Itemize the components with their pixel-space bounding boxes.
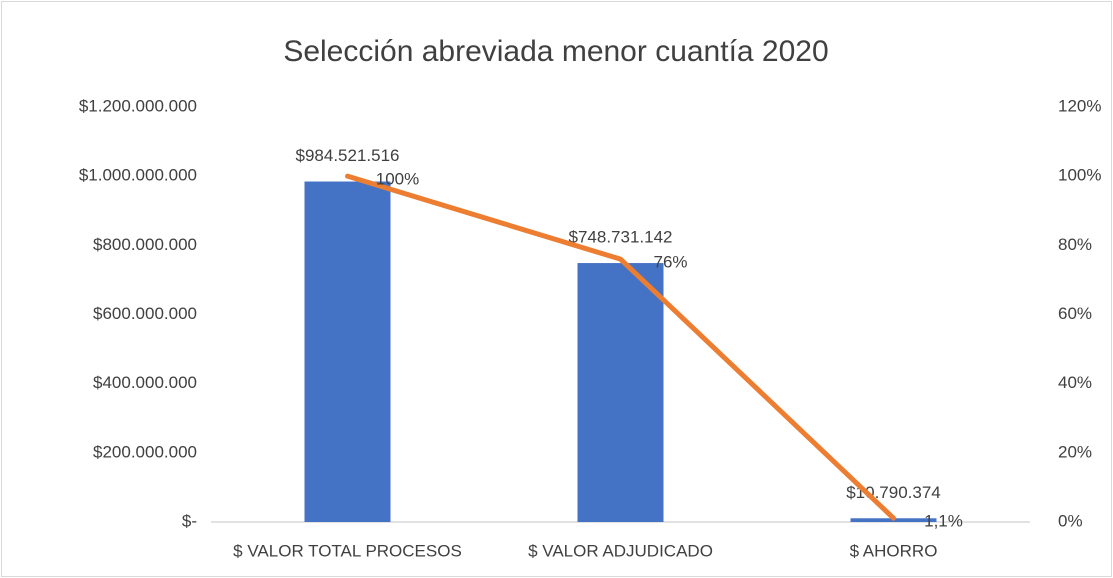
y-tick-label: $- <box>182 511 197 530</box>
chart-title: Selección abreviada menor cuantía 2020 <box>283 35 828 68</box>
y2-tick-label: 0% <box>1058 511 1083 530</box>
y2-tick-label: 100% <box>1058 166 1101 185</box>
bar <box>577 263 664 522</box>
bar <box>304 181 391 522</box>
data-label: 76% <box>653 253 687 272</box>
data-label: $984.521.516 <box>296 146 400 165</box>
y2-tick-label: 80% <box>1058 235 1092 254</box>
line <box>345 173 896 521</box>
data-label: 100% <box>376 170 419 189</box>
data-label: 1,1% <box>924 512 963 531</box>
y-tick-label: $400.000.000 <box>93 373 197 392</box>
y-tick-label: $200.000.000 <box>93 442 197 461</box>
y-tick-label: $800.000.000 <box>93 235 197 254</box>
x-tick-label: $ AHORRO <box>850 541 938 560</box>
y2-tick-label: 20% <box>1058 442 1092 461</box>
y2-tick-label: 120% <box>1058 96 1101 115</box>
y2-tick-label: 60% <box>1058 304 1092 323</box>
x-tick-label: $ VALOR ADJUDICADO <box>528 541 713 560</box>
y-tick-label: $1.200.000.000 <box>79 96 197 115</box>
y2-tick-label: 40% <box>1058 373 1092 392</box>
x-tick-label: $ VALOR TOTAL PROCESOS <box>233 541 462 560</box>
y-tick-label: $600.000.000 <box>93 304 197 323</box>
data-label: $748.731.142 <box>569 228 673 247</box>
y-tick-label: $1.000.000.000 <box>79 166 197 185</box>
